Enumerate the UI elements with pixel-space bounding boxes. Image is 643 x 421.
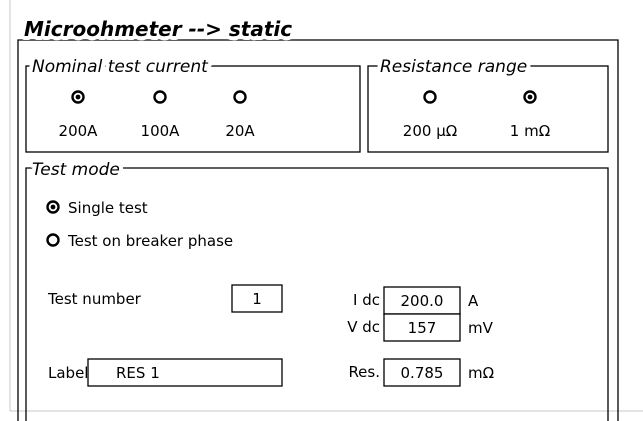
reading-unit: mΩ (468, 364, 494, 382)
radio-label: 100A (141, 122, 181, 140)
reading-unit: A (468, 292, 479, 310)
reading-label: V dc (347, 318, 380, 336)
radio-label: Single test (68, 199, 148, 217)
radio[interactable] (153, 90, 167, 104)
radio-dot (75, 94, 81, 100)
radio[interactable] (46, 233, 60, 247)
input-box[interactable] (87, 358, 283, 387)
radio-label: 200A (59, 122, 99, 140)
radio-label: Test on breaker phase (67, 232, 233, 250)
reading-box (383, 358, 461, 387)
input-value: 1 (252, 290, 262, 308)
radio[interactable] (233, 90, 247, 104)
reading-value: 157 (408, 319, 437, 337)
radio-label: 200 µΩ (403, 122, 457, 140)
radio-dot (527, 94, 533, 100)
reading-value: 200.0 (401, 292, 444, 310)
input-value: RES 1 (116, 364, 160, 382)
radio[interactable] (423, 90, 437, 104)
reading-box (383, 313, 461, 342)
radio-label: 20A (225, 122, 255, 140)
reading-unit: mV (468, 319, 494, 337)
input-box[interactable] (231, 284, 283, 313)
field-label: Label (48, 364, 88, 382)
reading-value: 0.785 (401, 364, 444, 382)
reading-box (383, 286, 461, 315)
reading-label: I dc (353, 291, 380, 309)
group-label: Test mode (32, 160, 120, 180)
reading-label: Res. (348, 363, 380, 381)
group-box (25, 65, 361, 153)
radio-label: 1 mΩ (510, 122, 550, 140)
group-label: Nominal test current (32, 57, 209, 77)
group-box (25, 167, 609, 421)
window-title: Microohmeter --> static (24, 17, 292, 41)
main-frame (17, 39, 619, 421)
group-box (367, 65, 609, 153)
field-label: Test number (47, 290, 142, 308)
group-label: Resistance range (380, 57, 527, 77)
radio-dot (50, 204, 56, 210)
